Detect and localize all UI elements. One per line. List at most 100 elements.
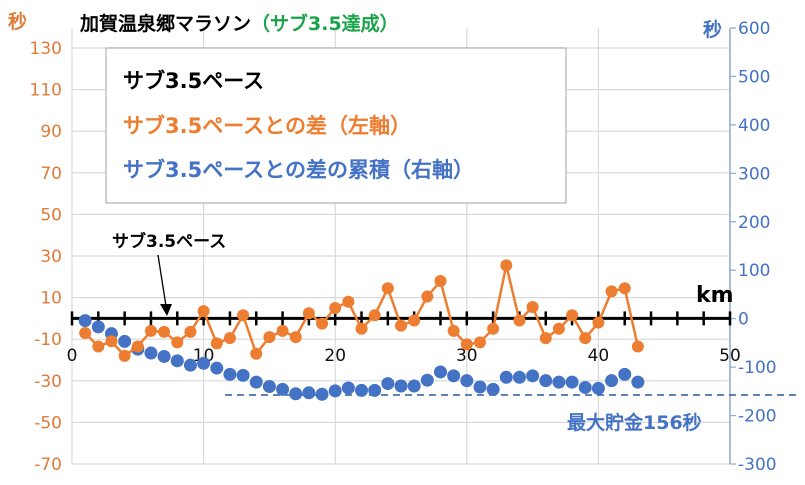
diff-data-point bbox=[131, 340, 144, 353]
diff-data-point bbox=[210, 337, 223, 350]
diff-data-point bbox=[263, 331, 276, 344]
cumulative-data-point bbox=[368, 383, 382, 397]
y-left-tick-label: 110 bbox=[30, 81, 62, 101]
cumulative-data-point bbox=[183, 358, 197, 372]
diff-data-point bbox=[460, 338, 473, 351]
diff-data-point bbox=[434, 274, 447, 287]
cumulative-data-point bbox=[78, 314, 92, 328]
cumulative-data-point bbox=[618, 367, 632, 381]
legend-box bbox=[105, 47, 567, 204]
cumulative-data-point bbox=[91, 320, 105, 334]
cumulative-data-point bbox=[407, 379, 421, 393]
series bbox=[78, 259, 645, 401]
x-tick-label: 20 bbox=[324, 346, 346, 366]
cumulative-data-point bbox=[170, 354, 184, 368]
cumulative-data-point bbox=[433, 365, 447, 379]
arrow-head-icon bbox=[160, 304, 172, 316]
y-left-tick-label: 70 bbox=[40, 164, 62, 184]
cumulative-data-point bbox=[578, 380, 592, 394]
x-tick-label: 50 bbox=[719, 346, 741, 366]
diff-data-point bbox=[105, 335, 118, 348]
y-right-tick-label: 0 bbox=[738, 310, 749, 330]
legend-entry-diff: サブ3.5ペースとの差（左軸） bbox=[123, 114, 411, 138]
diff-data-point bbox=[566, 309, 579, 322]
cumulative-data-point bbox=[499, 370, 513, 384]
legend-entry-cumulative: サブ3.5ペースとの差の累積（右軸） bbox=[123, 158, 474, 182]
pace-annotation-arrow bbox=[157, 254, 167, 307]
cumulative-data-point bbox=[539, 374, 553, 388]
cumulative-data-point bbox=[223, 367, 237, 381]
legend: サブ3.5ペース サブ3.5ペースとの差（左軸） サブ3.5ペースとの差の累積（… bbox=[105, 47, 567, 204]
cumulative-data-point bbox=[394, 379, 408, 393]
x-axis-label: km bbox=[696, 283, 734, 308]
diff-data-point bbox=[526, 300, 539, 313]
cumulative-data-point bbox=[289, 387, 303, 401]
y-left-tick-label: -70 bbox=[34, 455, 62, 475]
diff-data-point bbox=[381, 282, 394, 295]
cumulative-data-point bbox=[341, 381, 355, 395]
diff-data-point bbox=[92, 340, 105, 353]
cumulative-data-point bbox=[355, 383, 369, 397]
y-left-tick-label: 130 bbox=[30, 39, 62, 59]
diff-data-point bbox=[171, 336, 184, 349]
diff-data-point bbox=[144, 324, 157, 337]
diff-data-point bbox=[276, 324, 289, 337]
cumulative-data-point bbox=[262, 379, 276, 393]
cumulative-data-point bbox=[460, 374, 474, 388]
diff-data-point bbox=[79, 326, 92, 339]
y-right-tick-label: 400 bbox=[738, 116, 770, 136]
diff-data-point bbox=[592, 316, 605, 329]
diff-data-point bbox=[197, 305, 210, 318]
y-right-tick-label: 600 bbox=[738, 19, 770, 39]
cumulative-data-point bbox=[249, 375, 263, 389]
diff-data-point bbox=[250, 347, 263, 360]
x-tick-label: 0 bbox=[67, 346, 78, 366]
y-right-tick-label: 200 bbox=[738, 213, 770, 233]
cumulative-data-point bbox=[526, 369, 540, 383]
diff-data-point bbox=[368, 309, 381, 322]
diff-data-point bbox=[605, 285, 618, 298]
cumulative-data-point bbox=[197, 356, 211, 370]
cumulative-data-point bbox=[552, 375, 566, 389]
y-left-tick-label: -30 bbox=[34, 372, 62, 392]
y-left-tick-label: 50 bbox=[40, 205, 62, 225]
diff-data-point bbox=[487, 322, 500, 335]
cumulative-data-point bbox=[276, 382, 290, 396]
diff-data-point bbox=[421, 290, 434, 303]
y-right-tick-label: 100 bbox=[738, 261, 770, 281]
cumulative-data-point bbox=[565, 375, 579, 389]
diff-data-point bbox=[552, 322, 565, 335]
diff-data-point bbox=[355, 322, 368, 335]
diff-data-point bbox=[408, 314, 421, 327]
pace-annotation: サブ3.5ペース bbox=[112, 231, 226, 252]
cumulative-data-point bbox=[236, 368, 250, 382]
diff-data-point bbox=[184, 325, 197, 338]
y-left-tick-label: 30 bbox=[40, 247, 62, 267]
diff-data-point bbox=[447, 324, 460, 337]
y-left-tick-label: -10 bbox=[34, 330, 62, 350]
diff-data-point bbox=[118, 349, 131, 362]
cumulative-data-point bbox=[381, 377, 395, 391]
cumulative-data-point bbox=[631, 375, 645, 389]
y-left-tick-label: 90 bbox=[40, 122, 62, 142]
diff-data-point bbox=[342, 295, 355, 308]
diff-data-point bbox=[500, 259, 513, 272]
cumulative-data-point bbox=[420, 373, 434, 387]
diff-data-point bbox=[223, 332, 236, 345]
y-right-tick-label: -200 bbox=[738, 407, 777, 427]
diff-data-point bbox=[631, 340, 644, 353]
diff-data-point bbox=[289, 331, 302, 344]
diff-data-point bbox=[579, 332, 592, 345]
axes bbox=[70, 27, 736, 465]
cumulative-data-point bbox=[512, 370, 526, 384]
x-tick-label: 30 bbox=[456, 346, 478, 366]
y-right-tick-label: 300 bbox=[738, 164, 770, 184]
diff-data-point bbox=[539, 332, 552, 345]
y-left-tick-label: 10 bbox=[40, 289, 62, 309]
chart-title-main: 加賀温泉郷マラソン bbox=[79, 12, 251, 35]
cumulative-data-point bbox=[118, 334, 132, 348]
cumulative-data-point bbox=[605, 374, 619, 388]
right-axis-unit: 秒 bbox=[703, 18, 722, 41]
diff-data-point bbox=[395, 319, 407, 332]
